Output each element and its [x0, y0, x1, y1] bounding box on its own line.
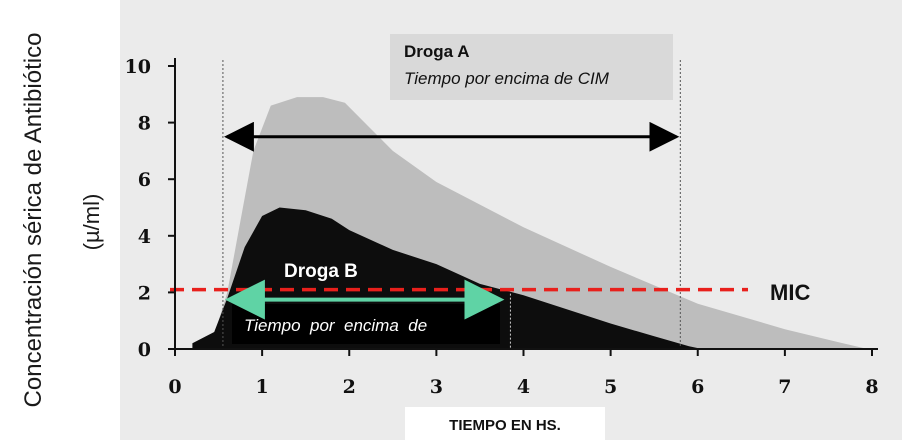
- x-tick-label: 1: [256, 376, 269, 398]
- drug-b-subtitle: Tiempo por encima de: [244, 316, 427, 335]
- x-axis-title: TIEMPO EN HS.: [449, 417, 561, 434]
- drug-a-title: Droga A: [404, 42, 470, 61]
- overlay-layer: [170, 60, 748, 349]
- x-tick-label: 4: [517, 376, 530, 398]
- x-axis-title-box: [405, 407, 605, 440]
- x-tick-label: 3: [430, 376, 443, 398]
- mic-label: MIC: [770, 280, 810, 305]
- y-tick-label: 4: [138, 226, 151, 248]
- x-tick-label: 0: [168, 376, 181, 398]
- y-tick-label: 0: [138, 339, 151, 361]
- x-tick-label: 5: [604, 376, 617, 398]
- drug-b-title: Droga B: [284, 261, 358, 282]
- drug-a-subtitle: Tiempo por encima de CIM: [404, 69, 610, 88]
- drug-a-label-box: [390, 34, 673, 100]
- x-tick-label: 7: [778, 376, 791, 398]
- axis-layer: 0 2 4 6 8 10 0 1 2 3 4 5 6 7 8: [125, 56, 879, 398]
- y-tick-label: 8: [138, 113, 151, 135]
- x-tick-label: 6: [691, 376, 704, 398]
- y-tick-label: 6: [138, 169, 151, 191]
- y-tick-label: 2: [138, 282, 151, 304]
- x-tick-label: 8: [865, 376, 878, 398]
- y-tick-label: 10: [125, 56, 151, 78]
- x-tick-label: 2: [343, 376, 356, 398]
